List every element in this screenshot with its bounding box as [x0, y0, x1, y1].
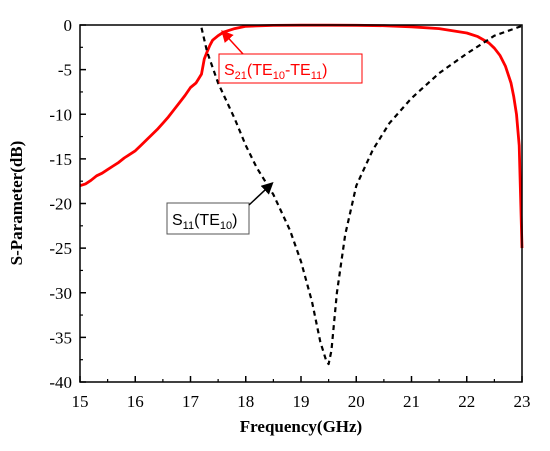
x-tick-label: 21	[403, 392, 420, 411]
y-axis-ticks: 0 -5 -10 -15 -20 -25 -30 -35 -40	[49, 16, 86, 392]
y-tick-label: -5	[58, 61, 72, 80]
x-tick-label: 19	[293, 392, 310, 411]
y-tick-label: -20	[49, 195, 72, 214]
annotation-s11-box	[166, 202, 250, 235]
y-tick-label: -35	[49, 328, 72, 347]
x-tick-label: 18	[237, 392, 254, 411]
annotation-s21: S21(TE10-TE11)	[218, 30, 363, 84]
x-axis-title: Frequency(GHz)	[240, 417, 362, 436]
annotation-s11-text: S11(TE10)	[172, 212, 237, 232]
annotation-s21-box	[218, 53, 363, 84]
annotation-s11-arrow	[248, 182, 274, 206]
x-tick-label: 16	[127, 392, 144, 411]
y-tick-label: -30	[49, 284, 72, 303]
series-layer	[79, 23, 524, 366]
series-line-0	[79, 23, 524, 249]
annotation-s11: S11(TE10)	[166, 182, 274, 235]
x-tick-label: 23	[514, 392, 531, 411]
x-axis-ticks: 15 16 17 18 19 20 21 22 23	[72, 376, 531, 411]
y-tick-label: -10	[49, 105, 72, 124]
x-tick-label: 22	[458, 392, 475, 411]
x-tick-label: 17	[182, 392, 200, 411]
x-tick-label: 15	[72, 392, 89, 411]
annotation-s21-text: S21(TE10-TE11)	[224, 62, 327, 82]
y-tick-label: -40	[49, 373, 72, 392]
y-tick-label: -25	[49, 239, 72, 258]
annotation-s21-arrow	[221, 30, 244, 55]
y-tick-label: 0	[64, 16, 73, 35]
y-axis-title: S-Parameter(dB)	[7, 141, 26, 266]
x-tick-label: 20	[348, 392, 365, 411]
y-tick-label: -15	[49, 150, 72, 169]
series-line-1	[200, 24, 523, 366]
